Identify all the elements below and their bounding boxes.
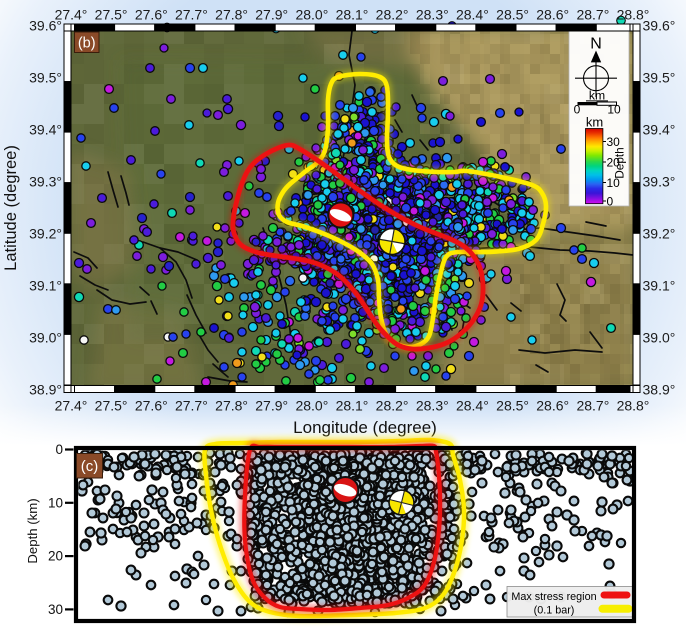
svg-text:39.3°: 39.3°: [643, 174, 676, 190]
svg-text:39.1°: 39.1°: [643, 278, 676, 294]
svg-text:km: km: [586, 115, 603, 130]
svg-text:0: 0: [607, 194, 614, 208]
svg-text:28.1°: 28.1°: [336, 7, 369, 23]
svg-text:28.2°: 28.2°: [376, 7, 409, 23]
svg-text:Latitude (degree): Latitude (degree): [2, 145, 20, 271]
svg-text:28.8°: 28.8°: [617, 398, 650, 414]
svg-text:39.6°: 39.6°: [29, 18, 62, 34]
svg-text:27.5°: 27.5°: [95, 7, 128, 23]
svg-text:27.6°: 27.6°: [135, 398, 168, 414]
svg-text:39.1°: 39.1°: [29, 278, 62, 294]
svg-text:28.7°: 28.7°: [576, 7, 609, 23]
svg-text:28.7°: 28.7°: [576, 398, 609, 414]
svg-text:38.9°: 38.9°: [643, 382, 676, 398]
svg-text:39.5°: 39.5°: [643, 70, 676, 86]
svg-text:27.7°: 27.7°: [175, 398, 208, 414]
svg-text:30: 30: [607, 135, 621, 149]
svg-text:km: km: [589, 88, 605, 102]
svg-text:39.4°: 39.4°: [29, 122, 62, 138]
svg-text:27.8°: 27.8°: [215, 398, 248, 414]
svg-text:Depth: Depth: [613, 147, 627, 178]
svg-text:0: 0: [574, 103, 581, 117]
svg-text:39.2°: 39.2°: [29, 226, 62, 242]
svg-text:28.0°: 28.0°: [295, 398, 328, 414]
svg-text:28.6°: 28.6°: [536, 7, 569, 23]
svg-text:39.4°: 39.4°: [643, 122, 676, 138]
svg-text:39.0°: 39.0°: [29, 330, 62, 346]
svg-text:39.0°: 39.0°: [643, 330, 676, 346]
svg-text:27.4°: 27.4°: [55, 7, 88, 23]
svg-text:27.4°: 27.4°: [55, 398, 88, 414]
svg-text:28.6°: 28.6°: [536, 398, 569, 414]
svg-text:28.1°: 28.1°: [336, 398, 369, 414]
svg-text:28.4°: 28.4°: [456, 7, 489, 23]
svg-text:27.9°: 27.9°: [255, 7, 288, 23]
svg-text:28.5°: 28.5°: [496, 398, 529, 414]
svg-text:39.3°: 39.3°: [29, 174, 62, 190]
svg-text:28.3°: 28.3°: [416, 398, 449, 414]
svg-text:28.4°: 28.4°: [456, 398, 489, 414]
svg-text:38.9°: 38.9°: [29, 382, 62, 398]
svg-text:39.5°: 39.5°: [29, 70, 62, 86]
svg-text:N: N: [590, 36, 602, 53]
svg-text:28.3°: 28.3°: [416, 7, 449, 23]
svg-text:10: 10: [607, 103, 621, 117]
svg-text:(b): (b): [78, 36, 96, 52]
svg-text:Longitude (degree): Longitude (degree): [293, 418, 437, 437]
svg-text:10: 10: [607, 176, 621, 190]
svg-text:28.0°: 28.0°: [295, 7, 328, 23]
svg-text:27.7°: 27.7°: [175, 7, 208, 23]
svg-text:27.8°: 27.8°: [215, 7, 248, 23]
svg-text:27.5°: 27.5°: [95, 398, 128, 414]
svg-text:28.5°: 28.5°: [496, 7, 529, 23]
svg-text:39.6°: 39.6°: [643, 18, 676, 34]
svg-text:28.2°: 28.2°: [376, 398, 409, 414]
svg-text:39.2°: 39.2°: [643, 226, 676, 242]
svg-text:27.6°: 27.6°: [135, 7, 168, 23]
svg-text:27.9°: 27.9°: [255, 398, 288, 414]
svg-text:20: 20: [607, 155, 621, 169]
svg-text:28.8°: 28.8°: [617, 7, 650, 23]
